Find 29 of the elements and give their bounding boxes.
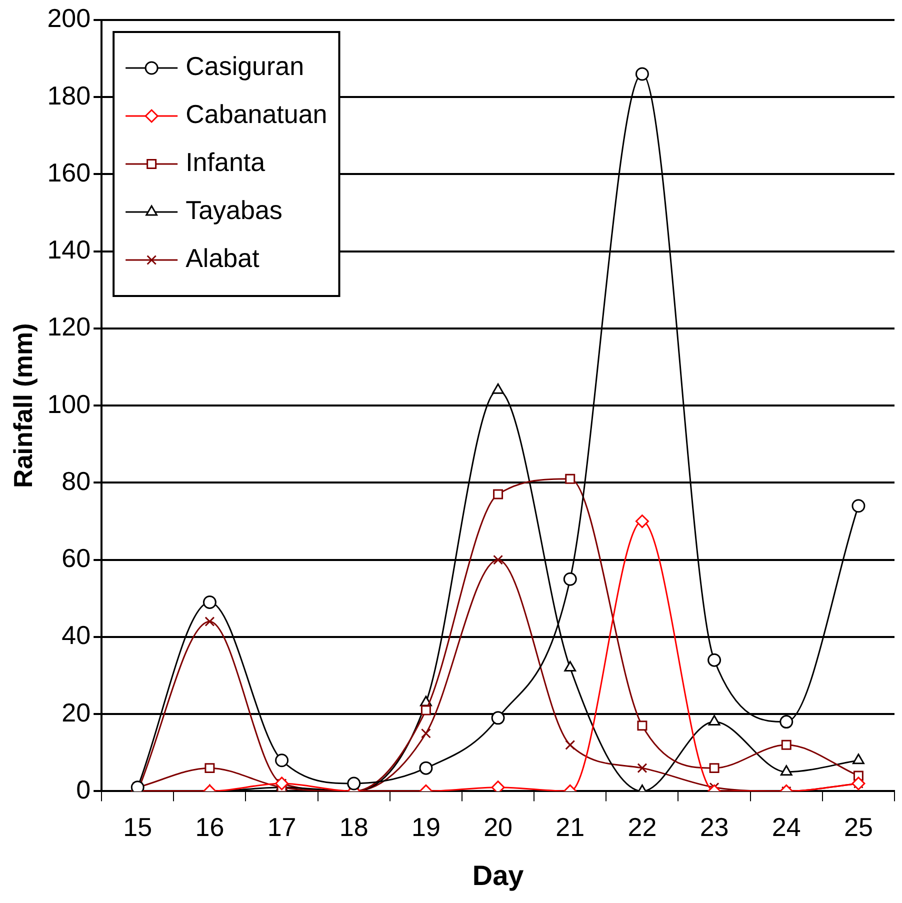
y-tick-label: 40 [62, 620, 91, 650]
legend-label: Casiguran [186, 51, 304, 82]
y-tick-label: 0 [76, 774, 91, 804]
x-tick-label: 25 [844, 812, 873, 842]
x-tick-label: 23 [700, 812, 729, 842]
y-tick-label: 100 [47, 388, 91, 419]
y-tick-label: 180 [47, 80, 91, 110]
x-tick-label: 15 [123, 812, 152, 842]
y-tick-label: 60 [62, 543, 91, 574]
y-tick-label: 20 [62, 697, 91, 728]
x-tick-label: 20 [484, 812, 512, 842]
x-tick-label: 17 [267, 812, 296, 842]
legend-label: Cabanatuan [186, 99, 328, 130]
x-axis-title: Day [472, 860, 524, 891]
legend-label: Alabat [186, 243, 260, 274]
x-tick-label: 18 [339, 812, 368, 842]
y-tick-label: 120 [47, 312, 91, 342]
y-tick-label: 80 [62, 466, 91, 496]
x-tick-label: 22 [628, 812, 657, 842]
x-tick-label: 19 [411, 812, 440, 842]
y-tick-label: 200 [47, 3, 91, 34]
y-axis-title: Rainfall (mm) [8, 323, 38, 488]
y-tick-label: 160 [47, 157, 91, 188]
legend-label: Infanta [186, 147, 266, 178]
y-tick-label: 140 [47, 234, 91, 265]
x-tick-label: 21 [556, 812, 585, 842]
x-tick-label: 24 [772, 812, 801, 842]
x-tick-label: 16 [195, 812, 224, 842]
legend-label: Tayabas [186, 195, 282, 226]
